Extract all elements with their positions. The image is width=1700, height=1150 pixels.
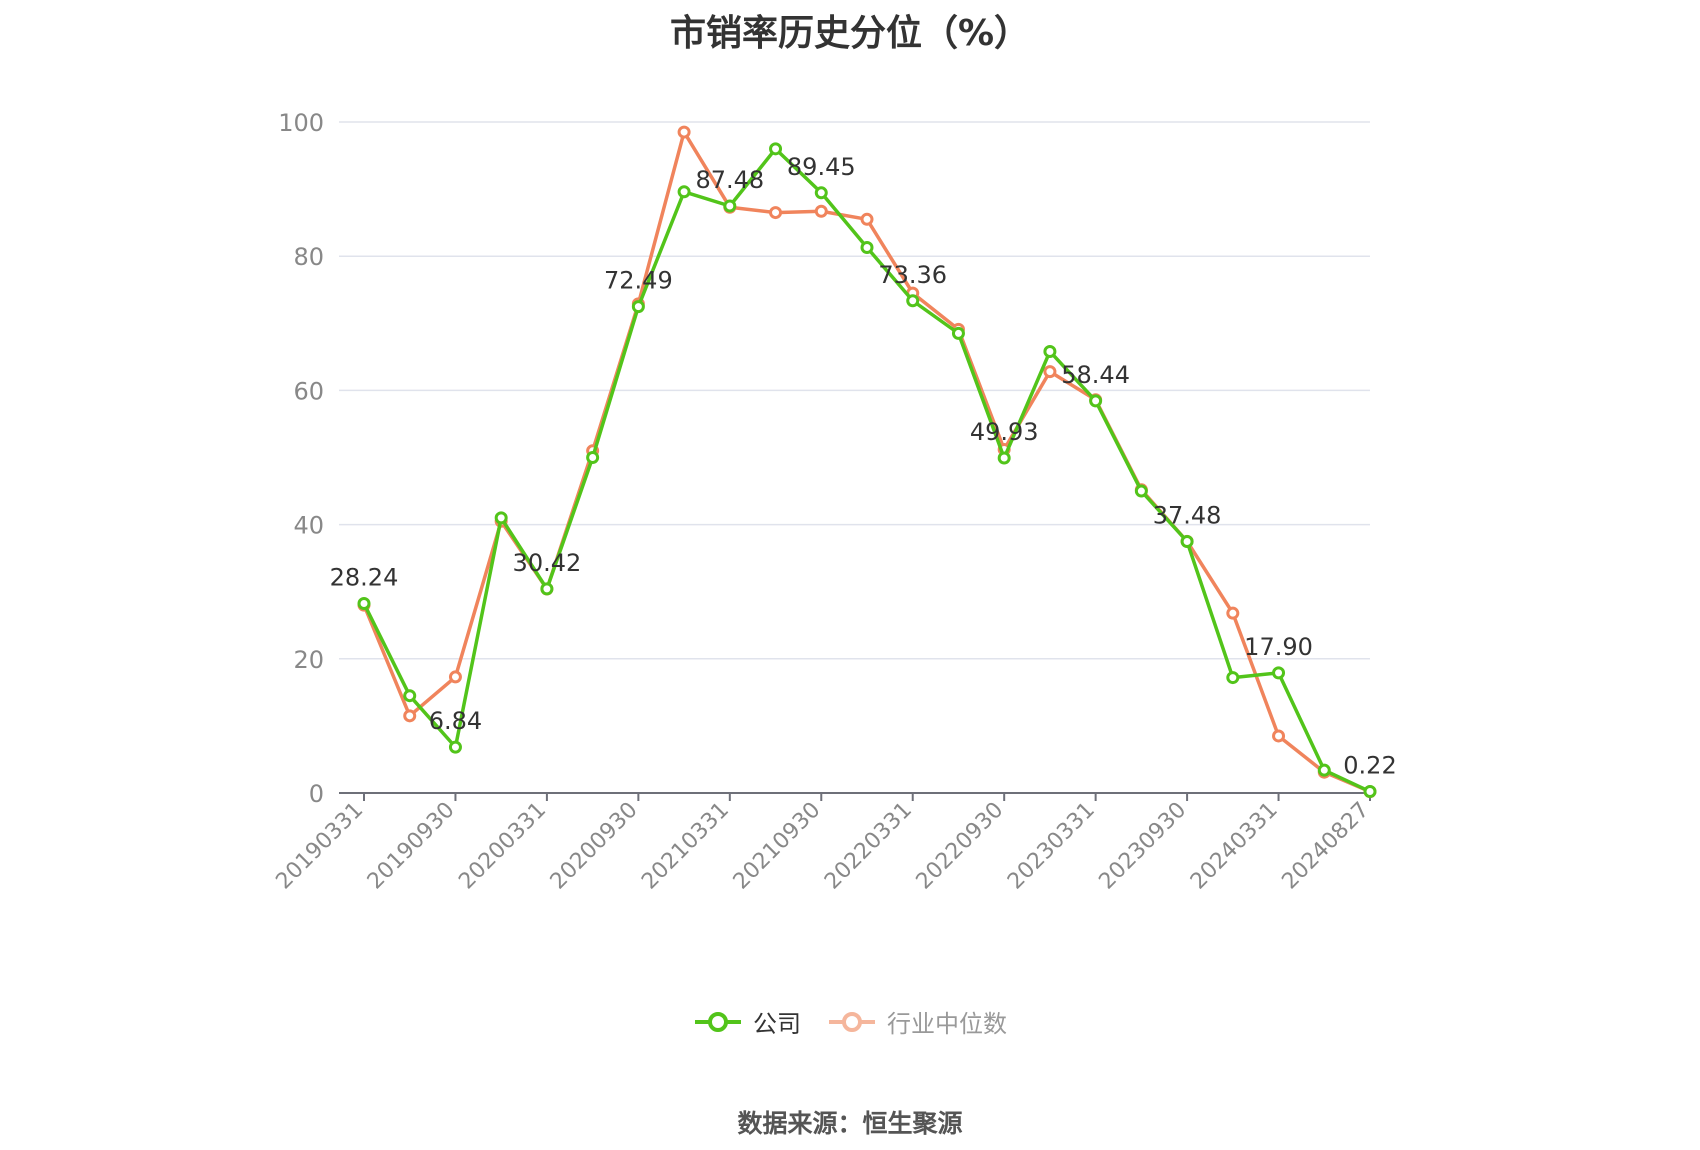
grid-lines	[339, 121, 1370, 660]
data-point	[1043, 344, 1057, 358]
data-point	[906, 294, 920, 308]
x-tick-label: 20200930	[546, 798, 643, 895]
data-label: 17.90	[1244, 633, 1313, 661]
data-point	[403, 709, 417, 723]
data-point	[1272, 729, 1286, 743]
legend-label-industry-median: 行业中位数	[887, 1010, 1007, 1038]
legend: 公司 行业中位数	[0, 1004, 1700, 1039]
legend-label-company: 公司	[753, 1010, 801, 1038]
x-tick-label: 20190930	[363, 798, 460, 895]
data-point	[1180, 535, 1194, 549]
data-point	[540, 582, 554, 596]
y-tick-label: 20	[293, 646, 324, 674]
data-point	[1363, 785, 1377, 799]
data-label: 28.24	[330, 564, 399, 592]
legend-item-company[interactable]: 公司	[693, 1004, 801, 1039]
x-tick-label: 20210930	[729, 798, 826, 895]
data-point	[448, 670, 462, 684]
data-label: 87.48	[695, 166, 764, 194]
data-point	[997, 451, 1011, 465]
x-tick-label: 20240827	[1277, 798, 1374, 895]
y-tick-label: 60	[293, 377, 324, 405]
chart-title: 市销率历史分位（%）	[669, 13, 1031, 54]
legend-line-marker-icon	[829, 1011, 875, 1032]
data-point	[1089, 394, 1103, 408]
data-point	[814, 204, 828, 218]
data-point	[494, 511, 508, 525]
data-label: 89.45	[787, 153, 856, 181]
data-point	[448, 740, 462, 754]
x-tick-label: 20220331	[820, 798, 917, 895]
data-point	[1226, 606, 1240, 620]
legend-line-marker-icon	[695, 1011, 741, 1032]
y-tick-label: 0	[309, 780, 324, 808]
x-tick-label: 20230930	[1094, 798, 1191, 895]
data-point	[951, 326, 965, 340]
legend-item-industry-median[interactable]: 行业中位数	[827, 1004, 1007, 1039]
data-point	[357, 597, 371, 611]
data-label: 72.49	[604, 267, 673, 295]
x-tick-label: 20220930	[912, 798, 1009, 895]
y-tick-label: 80	[293, 243, 324, 271]
data-point	[814, 186, 828, 200]
data-point	[677, 125, 691, 139]
data-point	[860, 240, 874, 254]
data-point	[403, 689, 417, 703]
x-tick-label: 20240331	[1186, 798, 1283, 895]
y-tick-label: 100	[278, 109, 324, 137]
data-point	[1134, 484, 1148, 498]
x-tick-label: 20190331	[271, 798, 368, 895]
x-tick-label: 20210331	[637, 798, 734, 895]
data-point	[1043, 365, 1057, 379]
data-source-note: 数据来源：恒生聚源	[737, 1109, 963, 1138]
data-label: 37.48	[1153, 502, 1222, 530]
data-point	[860, 212, 874, 226]
x-tick-label: 20230331	[1003, 798, 1100, 895]
y-tick-label: 40	[293, 512, 324, 540]
data-label: 49.93	[970, 418, 1039, 446]
data-label: 73.36	[878, 261, 947, 289]
series-lines	[357, 125, 1377, 799]
data-label: 6.84	[429, 707, 482, 735]
legend-dot-company	[708, 1011, 728, 1032]
data-point	[723, 199, 737, 213]
data-labels: 28.24 6.84 30.42 72.49 87.48 89.45 73.36 49.93 5…	[330, 153, 1397, 780]
data-label: 0.22	[1343, 752, 1396, 780]
data-point	[1226, 671, 1240, 685]
data-point	[631, 300, 645, 314]
data-point	[1317, 763, 1331, 777]
data-label: 58.44	[1061, 361, 1130, 389]
data-point	[677, 185, 691, 199]
data-point	[769, 206, 783, 220]
data-label: 30.42	[513, 549, 582, 577]
series-line-1	[362, 130, 1371, 794]
x-tick-label: 20200331	[454, 798, 551, 895]
data-point	[586, 451, 600, 464]
legend-dot-industry	[842, 1011, 862, 1032]
data-point	[1272, 666, 1286, 680]
data-point	[769, 142, 783, 156]
